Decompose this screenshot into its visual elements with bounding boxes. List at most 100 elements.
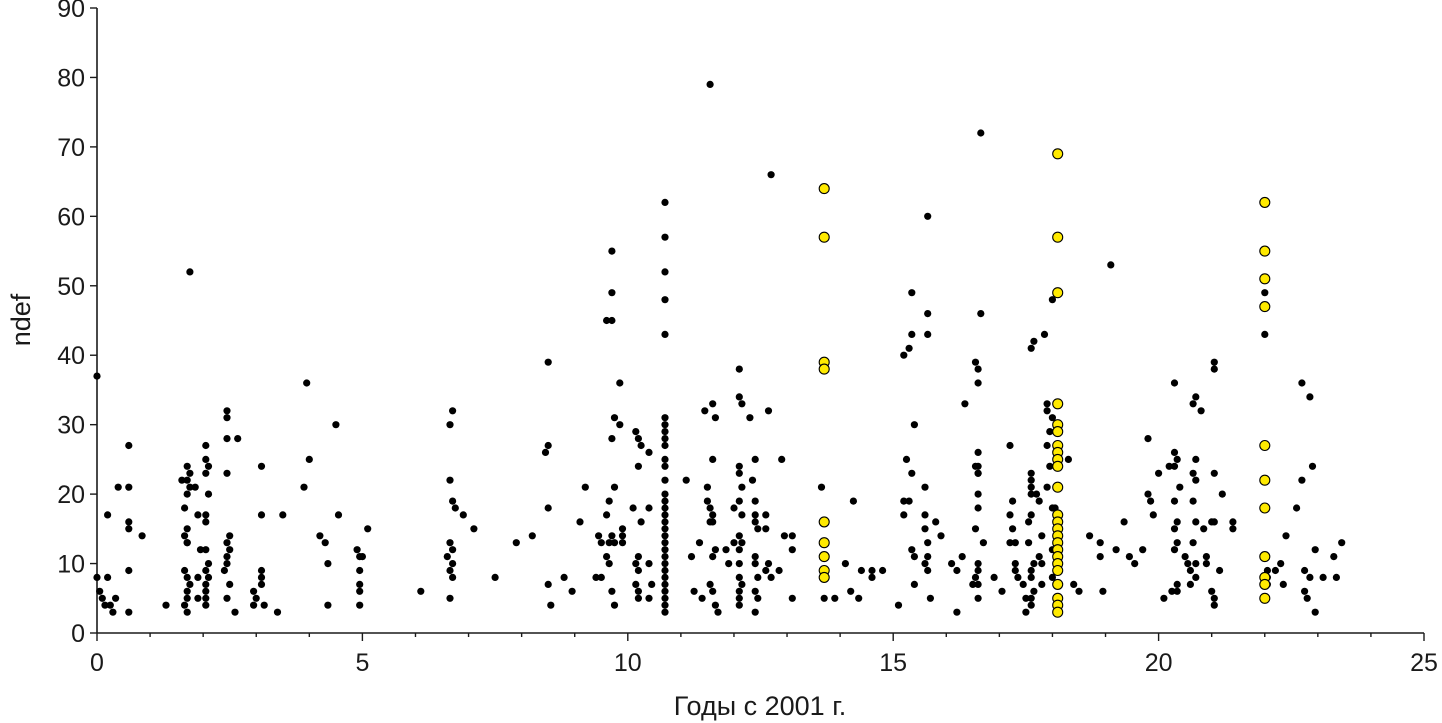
black-data-point — [924, 212, 932, 220]
black-data-point — [1218, 490, 1226, 498]
black-data-point — [1189, 539, 1197, 547]
black-data-point — [1271, 566, 1279, 575]
black-data-point — [1176, 483, 1184, 491]
black-data-point — [1030, 587, 1038, 595]
black-data-point — [1006, 539, 1014, 547]
black-data-point — [1027, 594, 1035, 602]
black-data-point — [541, 448, 550, 456]
black-data-point — [202, 566, 210, 575]
black-data-point — [1210, 365, 1218, 373]
black-data-point — [576, 518, 584, 526]
black-data-point — [196, 546, 205, 554]
black-data-point — [1048, 414, 1056, 422]
y-axis-title: ndef — [6, 293, 36, 346]
yellow-data-point — [1052, 578, 1064, 590]
yellow-data-point — [1259, 474, 1271, 486]
black-data-point — [1216, 566, 1224, 575]
black-data-point — [661, 414, 669, 422]
black-data-point — [459, 511, 467, 519]
black-data-point — [1075, 587, 1083, 595]
black-data-point — [924, 566, 932, 575]
black-data-point — [661, 566, 669, 575]
black-data-point — [910, 553, 919, 561]
black-data-point — [974, 469, 982, 477]
black-data-point — [1043, 400, 1051, 408]
black-data-point — [194, 573, 202, 582]
black-data-point — [1038, 532, 1046, 540]
black-data-point — [223, 469, 231, 477]
black-data-point — [202, 511, 210, 519]
black-data-point — [924, 330, 932, 338]
black-data-point — [709, 511, 717, 519]
black-data-point — [544, 580, 552, 589]
black-data-point — [610, 414, 619, 422]
black-data-point — [711, 601, 720, 609]
black-data-point — [1200, 525, 1208, 533]
black-data-point — [446, 539, 454, 547]
black-data-point — [1170, 497, 1179, 505]
black-data-point — [764, 560, 773, 568]
black-data-point — [990, 573, 998, 582]
black-data-point — [998, 587, 1006, 595]
black-data-point — [661, 573, 669, 582]
black-data-point — [183, 608, 191, 616]
black-data-point — [974, 490, 982, 498]
black-data-point — [974, 379, 982, 387]
black-data-point — [1144, 490, 1152, 498]
black-data-point — [1147, 497, 1155, 505]
black-data-point — [1027, 490, 1035, 498]
black-data-point — [316, 532, 324, 540]
black-data-point — [751, 553, 759, 561]
black-data-point — [202, 594, 210, 602]
black-data-point — [661, 553, 669, 561]
black-data-point — [971, 462, 980, 470]
black-data-point — [1099, 587, 1107, 595]
black-data-point — [974, 594, 982, 602]
black-data-point — [544, 358, 552, 366]
black-data-point — [645, 504, 653, 512]
black-data-point — [1319, 573, 1327, 582]
black-data-point — [202, 546, 210, 554]
black-data-point — [223, 414, 231, 422]
black-data-point — [305, 455, 313, 463]
black-data-point — [661, 601, 669, 609]
black-data-point — [324, 560, 332, 568]
black-data-point — [780, 532, 789, 540]
black-data-point — [775, 566, 783, 575]
black-data-point — [977, 310, 985, 318]
black-data-point — [953, 608, 961, 616]
black-data-point — [1139, 546, 1147, 554]
black-data-point — [1279, 580, 1287, 589]
black-data-point — [1006, 441, 1014, 450]
black-data-point — [1009, 525, 1017, 533]
black-data-point — [661, 546, 669, 554]
black-data-point — [183, 594, 191, 602]
black-data-point — [706, 80, 714, 88]
black-data-point — [446, 476, 454, 484]
yellow-data-point — [1052, 564, 1064, 577]
black-data-point — [449, 546, 457, 554]
black-data-point — [1189, 400, 1197, 408]
black-data-point — [1261, 330, 1269, 338]
black-data-point — [751, 455, 759, 463]
black-data-point — [1025, 518, 1033, 526]
black-data-point — [637, 441, 645, 450]
black-data-point — [974, 580, 982, 589]
black-data-point — [645, 560, 653, 568]
black-data-point — [1173, 580, 1181, 589]
black-data-point — [1032, 490, 1041, 498]
black-data-point — [634, 435, 643, 443]
black-data-point — [568, 587, 576, 595]
black-data-point — [831, 594, 839, 602]
black-data-point — [1229, 518, 1237, 526]
black-data-point — [900, 497, 908, 505]
y-tick-label: 70 — [57, 134, 85, 162]
black-data-point — [250, 587, 258, 595]
black-data-point — [1048, 296, 1056, 304]
black-data-point — [1011, 539, 1019, 547]
black-data-point — [279, 511, 287, 519]
black-data-point — [202, 469, 210, 477]
yellow-data-point — [818, 571, 830, 583]
black-data-point — [632, 560, 640, 568]
black-data-point — [698, 594, 706, 602]
